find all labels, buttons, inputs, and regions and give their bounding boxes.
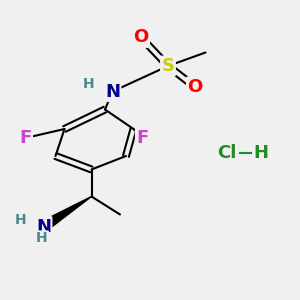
Text: N: N (36, 218, 51, 236)
Text: H: H (83, 77, 94, 91)
Text: F: F (136, 129, 148, 147)
Text: H: H (254, 144, 268, 162)
Text: Cl: Cl (217, 144, 236, 162)
Text: O: O (134, 28, 148, 46)
Text: H: H (36, 232, 48, 245)
Text: F: F (20, 129, 32, 147)
Polygon shape (40, 196, 92, 231)
Text: O: O (188, 78, 202, 96)
Text: H: H (15, 213, 27, 226)
Text: N: N (105, 82, 120, 100)
Text: S: S (161, 57, 175, 75)
